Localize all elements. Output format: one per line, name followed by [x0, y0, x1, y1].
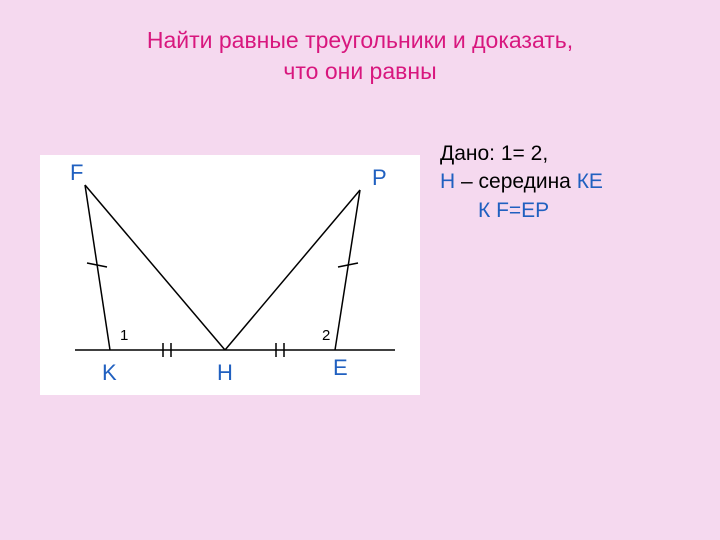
given-block: Дано: 1= 2, Н – середина КЕ К F=EP: [440, 140, 603, 225]
svg-text:2: 2: [322, 327, 330, 344]
given-line3: К F=EP: [478, 199, 549, 222]
given-line2-h: Н: [440, 170, 455, 193]
svg-text:E: E: [333, 355, 348, 380]
svg-text:P: P: [372, 165, 387, 190]
title-line-2: что они равны: [0, 56, 720, 87]
svg-text:F: F: [70, 160, 83, 185]
title-line-1: Найти равные треугольники и доказать,: [0, 25, 720, 56]
given-line2-ke: КЕ: [577, 170, 603, 193]
svg-text:1: 1: [120, 327, 128, 344]
svg-text:H: H: [217, 360, 233, 385]
given-line1-pre: Дано:: [440, 142, 501, 165]
svg-text:K: K: [102, 360, 117, 385]
given-line1-post: 2,: [531, 142, 549, 165]
given-line2-rest: – середина: [455, 170, 577, 193]
geometry-diagram: 1 2 F P K H E: [40, 155, 420, 395]
diagram-svg: 1 2 F P K H E: [40, 155, 420, 395]
given-line1-mid: 1=: [501, 142, 531, 165]
